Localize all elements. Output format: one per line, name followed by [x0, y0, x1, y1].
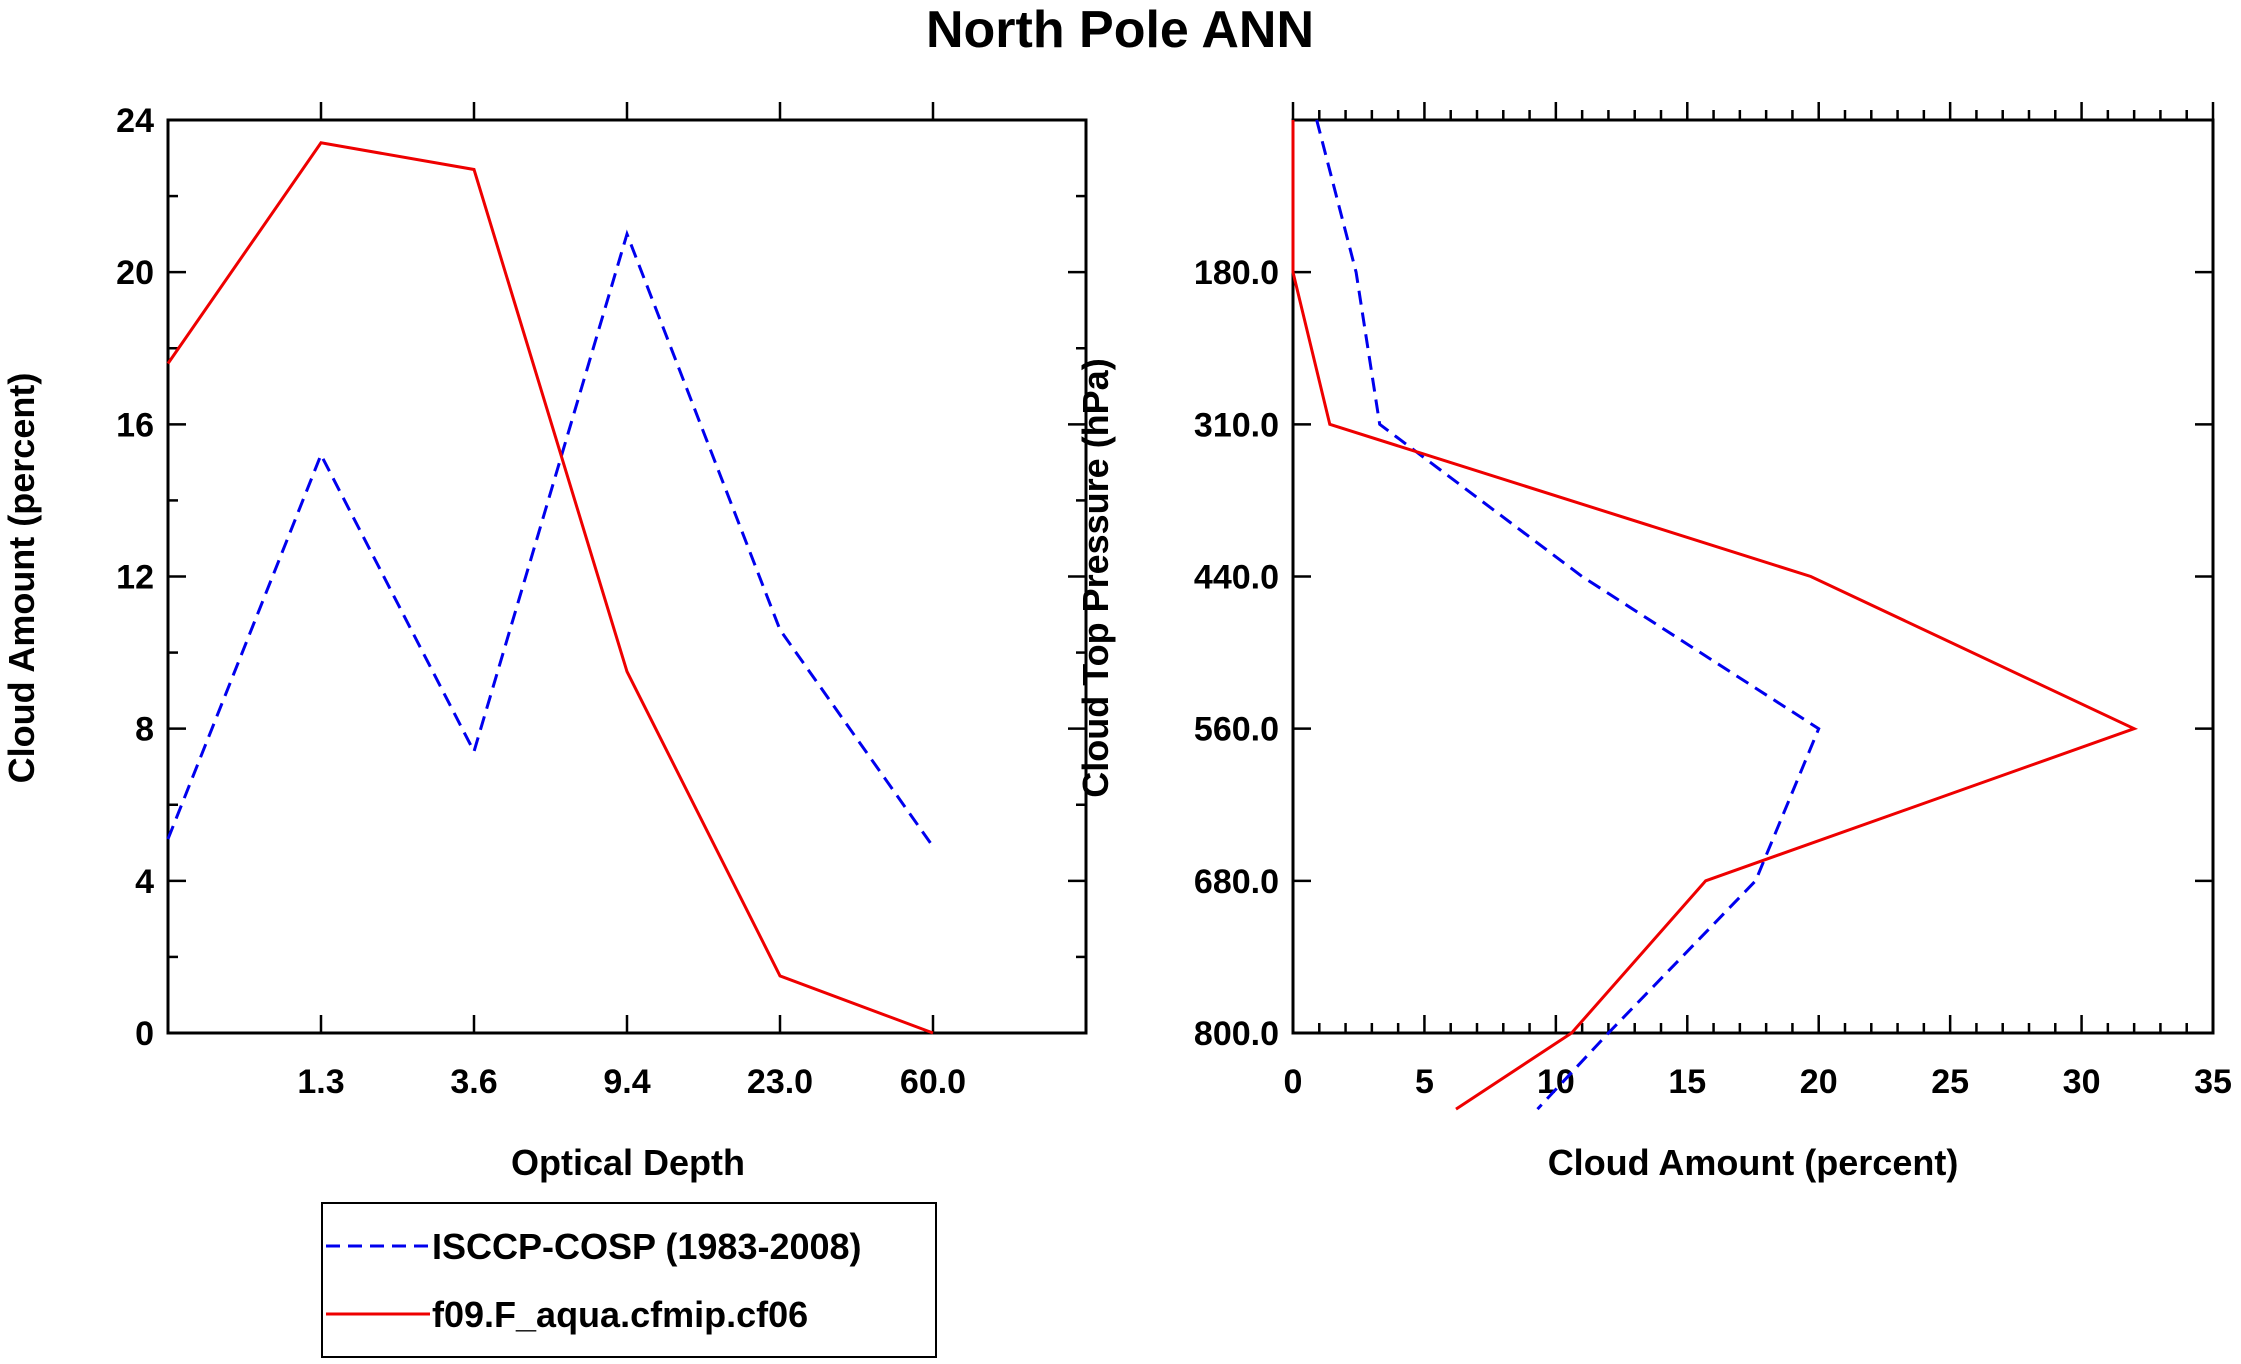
left-ytick-label: 12: [116, 559, 154, 597]
right-xtick-label: 35: [2194, 1063, 2232, 1101]
right-xtick-label: 20: [1800, 1063, 1838, 1101]
right-xtick-label: 15: [1668, 1063, 1706, 1101]
right-ytick-label: 680.0: [1194, 863, 1279, 901]
left-xtick-label: 23.0: [747, 1063, 813, 1101]
left-ytick-label: 4: [135, 863, 154, 901]
right-ytick-label: 560.0: [1194, 711, 1279, 749]
right-xtick-label: 25: [1931, 1063, 1969, 1101]
left-ytick-label: 20: [116, 254, 154, 292]
right-ytick-label: 800.0: [1194, 1015, 1279, 1053]
right-series-isccp: [1315, 119, 1821, 1111]
right-panel: 0 5 10 15 20 25 30 35 180.0 310.0 440.0 560.0 680.0 8…: [1194, 102, 2232, 1111]
left-series-model: [166, 141, 934, 1035]
left-ylabel: Cloud Amount (percent): [1, 373, 42, 784]
legend-box: [321, 1202, 937, 1358]
right-xlabel: Cloud Amount (percent): [1548, 1142, 1959, 1183]
left-ytick-label: 0: [135, 1015, 154, 1053]
left-xtick-label: 3.6: [450, 1063, 497, 1101]
right-plot-frame: [1291, 118, 2215, 1035]
right-xtick-label: 0: [1284, 1063, 1303, 1101]
left-ytick-label: 8: [135, 711, 154, 749]
left-ytick-label: 24: [116, 102, 154, 140]
right-ylabel: Cloud Top Pressure (hPa): [1075, 358, 1116, 797]
right-xtick-label: 5: [1415, 1063, 1434, 1101]
left-panel: 0 4 8 12 16 20 24 1.3 3.6 9.4 23.0 60.0: [116, 102, 1088, 1101]
legend-label-model: f09.F_aqua.cfmip.cf06: [432, 1294, 808, 1335]
chart-title: North Pole ANN: [926, 1, 1314, 59]
right-xtick-label: 10: [1537, 1063, 1575, 1101]
right-ytick-label: 180.0: [1194, 254, 1279, 292]
left-xtick-label: 60.0: [900, 1063, 966, 1101]
right-ytick-label: 440.0: [1194, 559, 1279, 597]
right-ytick-label: 310.0: [1194, 406, 1279, 444]
left-series-isccp: [166, 229, 935, 848]
left-xlabel: Optical Depth: [511, 1142, 745, 1183]
right-series-model: [1291, 120, 2139, 1111]
right-xtick-label: 30: [2063, 1063, 2101, 1101]
left-xtick-label: 1.3: [297, 1063, 344, 1101]
legend-label-isccp: ISCCP-COSP (1983-2008): [432, 1226, 862, 1267]
left-xtick-label: 9.4: [603, 1063, 650, 1101]
legend: ISCCP-COSP (1983-2008) f09.F_aqua.cfmip.…: [321, 1202, 937, 1358]
left-ytick-label: 16: [116, 406, 154, 444]
left-plot-frame: [166, 118, 1088, 1035]
